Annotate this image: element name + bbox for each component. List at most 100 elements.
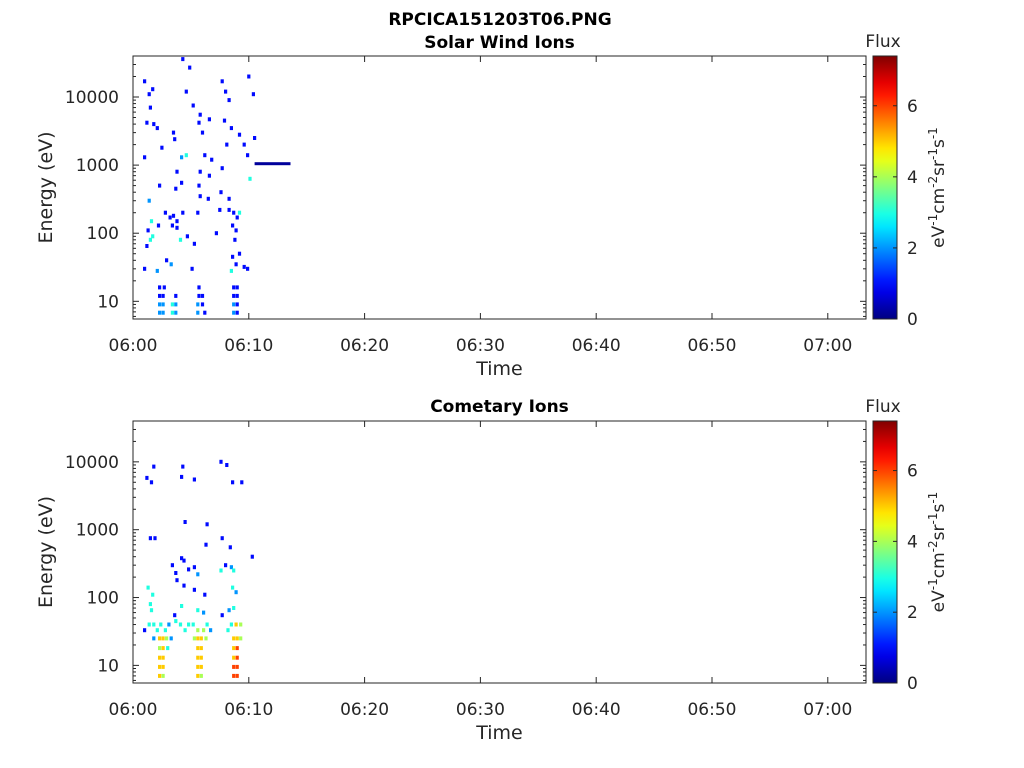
flux-cell [147, 198, 151, 203]
colorbar-tick-label: 2 [907, 239, 918, 259]
flux-cell [158, 310, 162, 315]
flux-cell [175, 225, 179, 230]
flux-cell [170, 302, 174, 307]
flux-cell [165, 258, 169, 263]
flux-cell [235, 636, 239, 641]
flux-cell [234, 590, 238, 595]
flux-cell [184, 153, 188, 158]
flux-cell [200, 302, 205, 307]
x-tick-label: 06:20 [340, 700, 389, 720]
flux-cell [148, 105, 152, 110]
flux-cell [229, 126, 233, 131]
y-tick-label: 10 [97, 656, 119, 676]
flux-cell [183, 520, 187, 524]
flux-cell [220, 79, 224, 84]
flux-cell [196, 664, 200, 669]
x-tick-label: 06:50 [687, 336, 736, 356]
flux-cell [166, 646, 170, 651]
flux-cell [231, 223, 235, 228]
flux-cell [158, 183, 162, 188]
flux-cell [180, 604, 184, 608]
flux-cell [160, 145, 164, 150]
y-tick-label: 1000 [76, 521, 119, 541]
flux-cell [158, 664, 162, 669]
flux-cell [192, 565, 196, 570]
flux-cell [187, 622, 191, 627]
colorbar-unit-label: eV-1cm-2sr-1s-1 [926, 492, 949, 613]
flux-cell [235, 285, 239, 290]
flux-cell [234, 622, 238, 627]
flux-cell [152, 122, 156, 127]
flux-cell [231, 585, 235, 590]
flux-cell [151, 234, 155, 239]
flux-cell [206, 196, 210, 201]
figure-title: RPCICA151203T06.PNG [388, 10, 611, 30]
colorbar-tick-label: 0 [907, 674, 918, 694]
flux-cell [200, 130, 205, 135]
flux-cell [155, 268, 159, 273]
flux-cell [203, 153, 207, 158]
flux-cell [190, 266, 194, 271]
flux-cell [219, 568, 223, 573]
colorbar-tick-label: 6 [907, 97, 918, 117]
flux-cell [146, 228, 150, 233]
flux-cell [197, 120, 201, 125]
flux-cell [251, 92, 255, 97]
flux-cell [161, 302, 165, 307]
panel-title: Cometary Ions [430, 397, 569, 417]
flux-cell [175, 578, 179, 583]
flux-cell [169, 636, 173, 641]
flux-cell [178, 622, 183, 627]
x-tick-label: 07:00 [803, 336, 852, 356]
flux-cell [152, 622, 156, 627]
flux-cell [233, 237, 237, 242]
flux-cell [165, 636, 169, 641]
flux-cell [171, 213, 176, 218]
flux-cell [147, 622, 151, 627]
flux-cell [187, 567, 191, 572]
flux-cell [192, 241, 196, 246]
flux-cell [232, 664, 236, 669]
colorbar [872, 420, 898, 684]
flux-cell [242, 264, 246, 269]
flux-cell [204, 636, 208, 641]
colorbar-tick-label: 2 [907, 603, 918, 623]
flux-cell [235, 293, 239, 298]
flux-cell [207, 173, 211, 178]
flux-cell [231, 254, 235, 259]
x-axis-label: Time [475, 722, 523, 744]
flux-cell [192, 636, 196, 641]
flux-cell [158, 655, 162, 660]
flux-cell [246, 266, 250, 271]
flux-cell [180, 556, 184, 561]
flux-cell [151, 592, 155, 597]
y-tick-label: 100 [87, 589, 119, 609]
flux-cell [163, 628, 167, 633]
flux-cell [197, 183, 201, 188]
flux-cell [220, 613, 224, 618]
flux-cell [158, 302, 162, 307]
flux-cell [242, 142, 246, 147]
flux-cell [232, 293, 236, 298]
flux-cell [247, 74, 251, 79]
flux-cell [152, 464, 156, 469]
flux-cell [253, 136, 257, 140]
flux-cell [222, 118, 227, 123]
flux-cell [199, 636, 203, 641]
flux-cell [234, 228, 238, 233]
flux-cell [204, 542, 208, 547]
flux-cell [231, 480, 235, 485]
flux-cell [235, 302, 239, 307]
flux-cell [180, 155, 184, 160]
flux-cell [235, 655, 239, 660]
flux-cell [149, 480, 154, 485]
flux-cell [192, 477, 196, 482]
cometary-panel: 06:00 06:10 06:20 06:30 06:40 06:50 07:00 10 100… [35, 397, 949, 744]
flux-cell [235, 215, 239, 220]
flux-cell [227, 207, 231, 212]
flux-cell [205, 622, 209, 627]
y-tick-label: 10000 [65, 88, 119, 108]
flux-cell [207, 117, 211, 122]
x-tick-label: 06:40 [572, 336, 621, 356]
flux-cell [196, 655, 200, 660]
